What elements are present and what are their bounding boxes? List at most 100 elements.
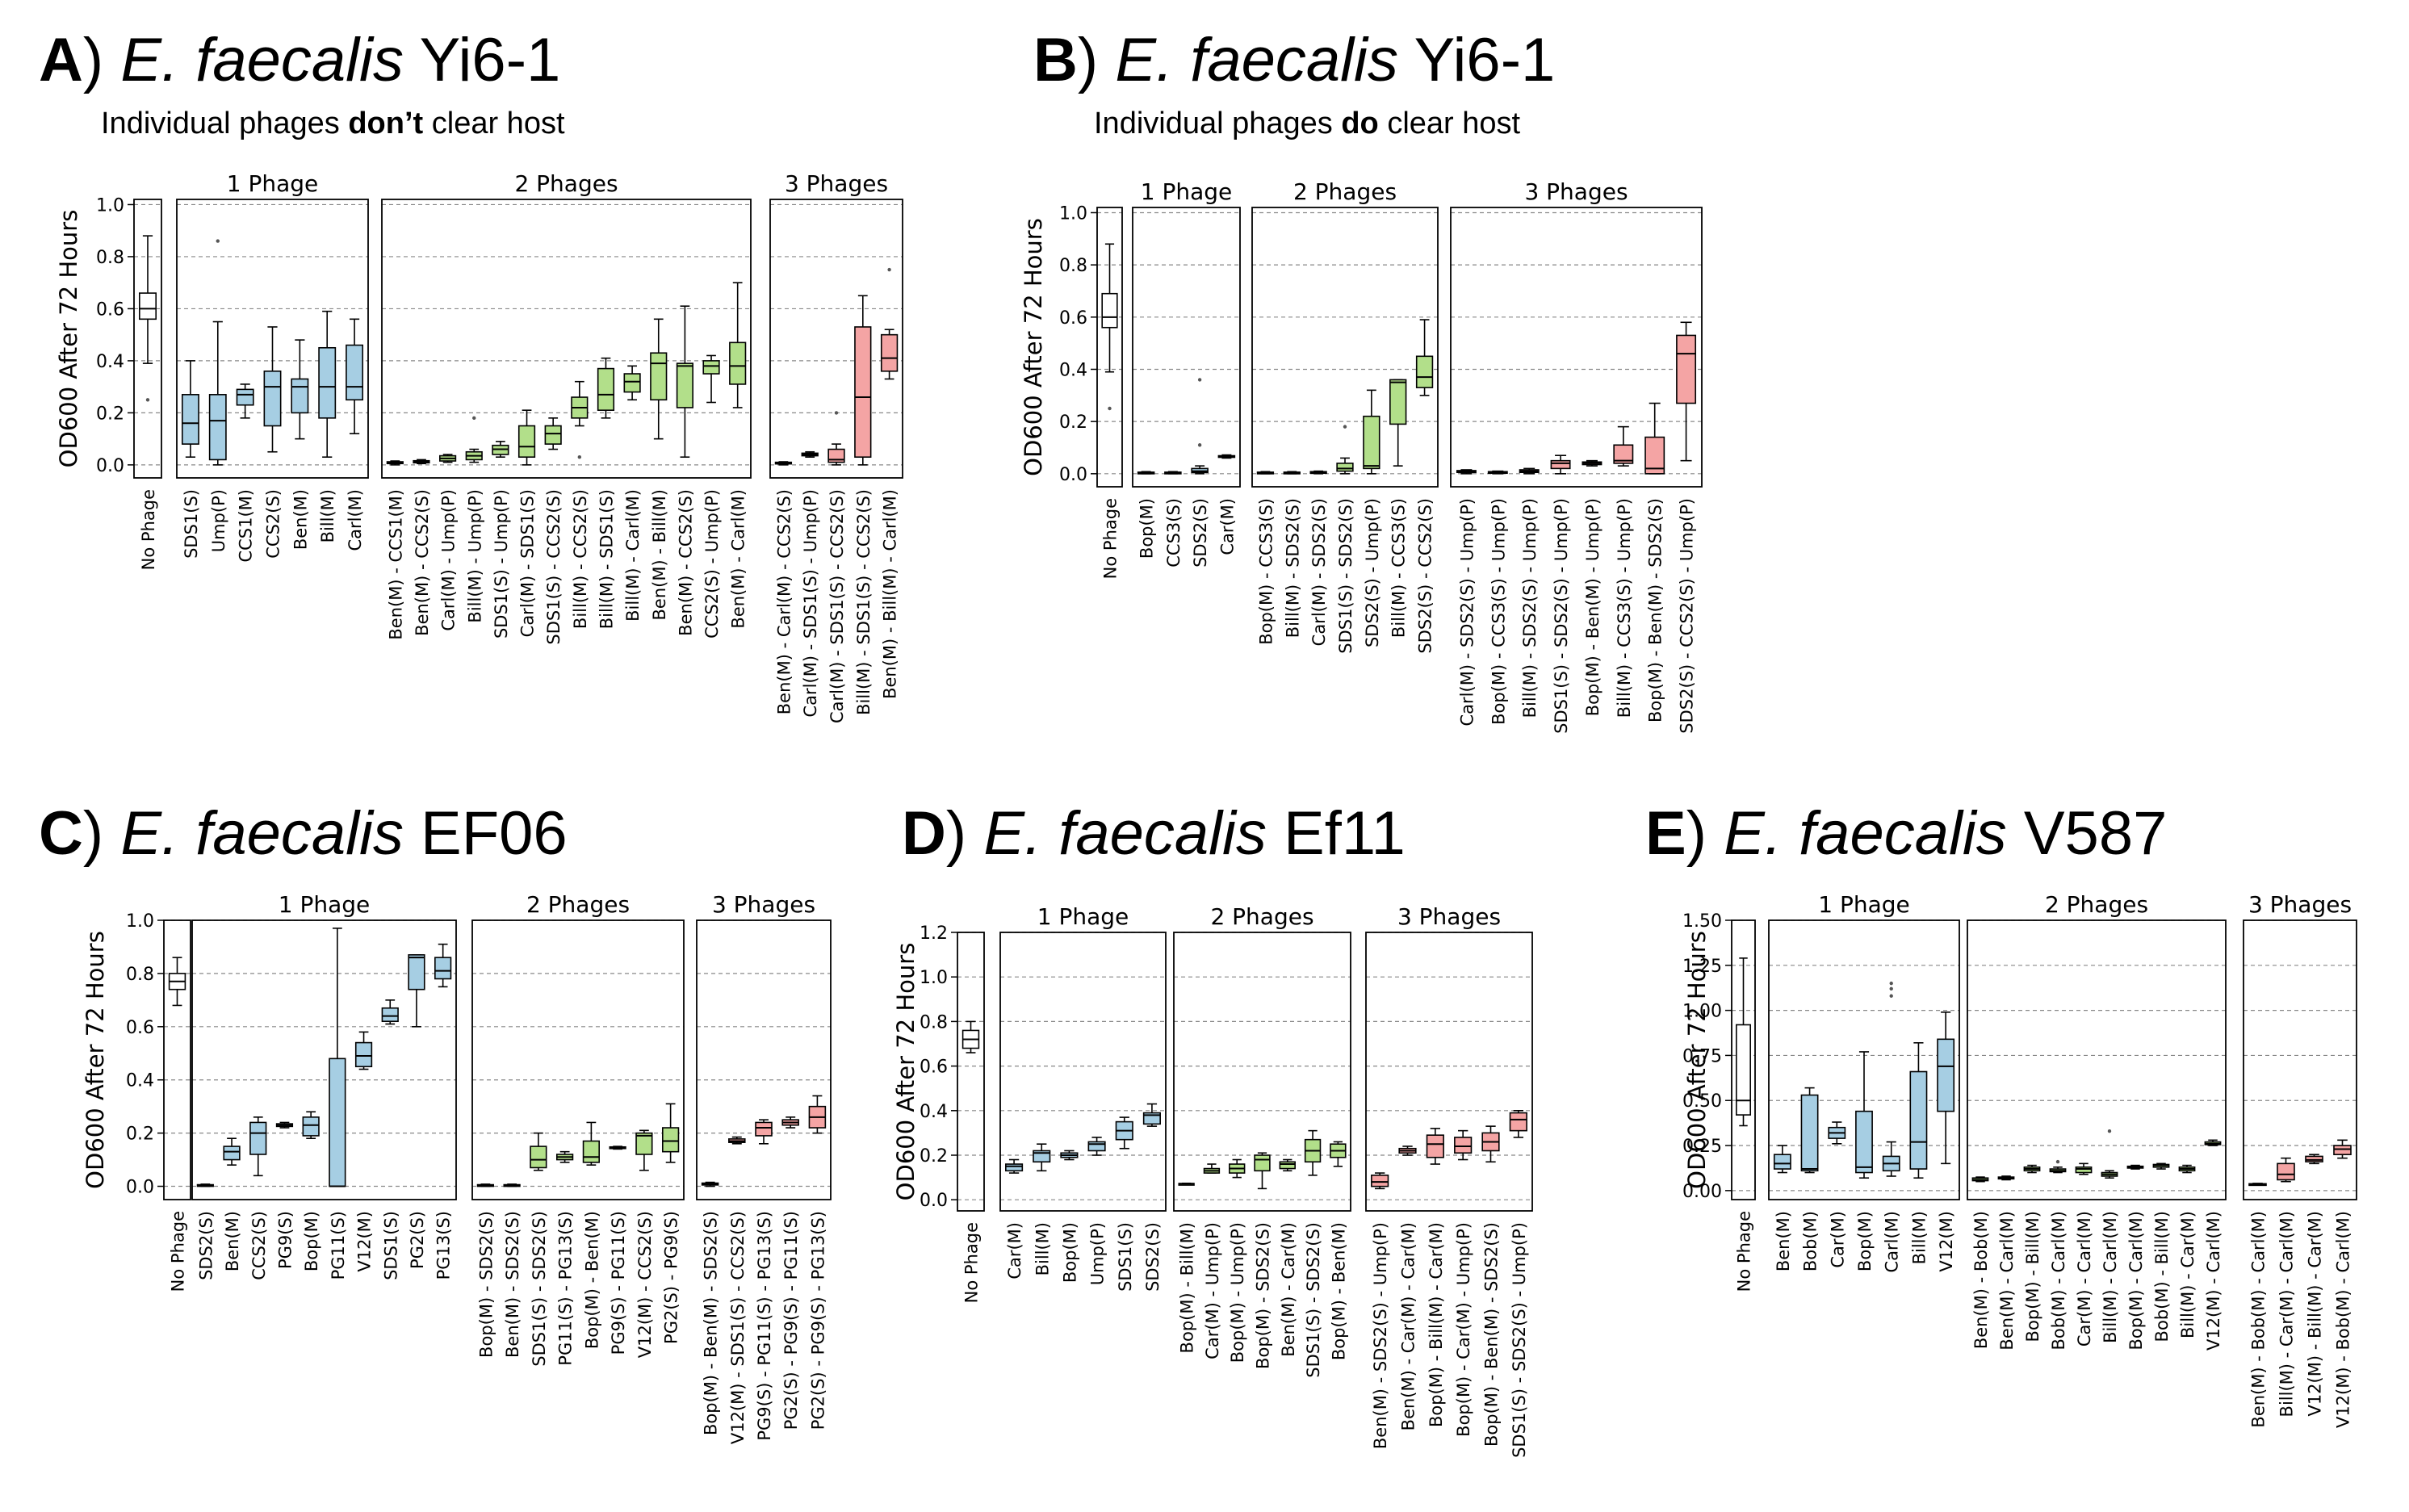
panel-E: E) E. faecalis V587 OD600 After 72 Hours0… bbox=[1645, 799, 2357, 1428]
x-tick-label: Ump(P) bbox=[1088, 1222, 1108, 1285]
box-no-phage: No Phage bbox=[139, 235, 158, 570]
x-tick-label: SDS1(S) - SDS2(S) - Ump(P) bbox=[1510, 1222, 1529, 1458]
x-tick-label: Carl(M) - SDS1(S) bbox=[518, 489, 538, 637]
box-iqr bbox=[263, 371, 282, 427]
box-car-m: Car(M) bbox=[1217, 454, 1237, 555]
axes-2-phages: 2 Phages Bop(M) - CCS3(S) Bill(M) - SDS2(S… bbox=[1251, 178, 1439, 654]
box-iqr bbox=[1676, 334, 1697, 404]
box-iqr bbox=[1101, 292, 1118, 329]
box-sds1-s-sds2-s-ump-p: SDS1(S) - SDS2(S) - Ump(P) bbox=[1509, 1110, 1529, 1458]
panel-letter: A bbox=[39, 26, 83, 94]
box-bill-m-sds2-s: Bill(M) - SDS2(S) bbox=[1283, 471, 1302, 638]
outlier-point bbox=[834, 411, 839, 415]
x-tick-label: Bill(M) bbox=[1909, 1211, 1929, 1264]
box-iqr bbox=[517, 425, 536, 459]
box-bill-m-sds2-s-ump-p: Bill(M) - SDS2(S) - Ump(P) bbox=[1519, 467, 1540, 718]
x-tick-label: Bop(M) - Ben(M) bbox=[582, 1211, 601, 1349]
box-v12-m-bill-m-car-m: V12(M) - Bill(M) - Car(M) bbox=[2305, 1154, 2325, 1417]
panel-letter: D bbox=[902, 799, 946, 868]
outlier-point bbox=[887, 267, 891, 272]
box-v12-m-bob-m-carl-m: V12(M) - Bob(M) - Carl(M) bbox=[2333, 1139, 2353, 1428]
x-tick-label: Bill(M) - Ump(P) bbox=[465, 489, 484, 623]
x-tick-label: SDS1(S) - SDS2(S) - Ump(P) bbox=[1552, 498, 1571, 734]
x-tick-label: Bill(M) - CCS2(S) bbox=[571, 489, 590, 629]
box-iqr bbox=[1613, 444, 1634, 464]
box-iqr bbox=[1937, 1038, 1955, 1112]
box-sds1-s-ump-p: SDS1(S) - Ump(P) bbox=[492, 441, 511, 639]
box-bill-m-ump-p: Bill(M) - Ump(P) bbox=[465, 416, 484, 623]
box-iqr bbox=[623, 373, 641, 393]
axes-2-phages: 2 Phages Bop(M) - SDS2(S) Ben(M) - SDS2(S)… bbox=[471, 891, 685, 1367]
box-bop-m-ben-m: Bop(M) - Ben(M) bbox=[1329, 1141, 1348, 1360]
box-iqr bbox=[346, 344, 364, 401]
panel-letter: C bbox=[39, 799, 83, 868]
axes-frame bbox=[381, 199, 752, 479]
panel-paren: ) bbox=[1686, 799, 1724, 868]
box-iqr bbox=[1426, 1134, 1444, 1158]
box-iqr bbox=[597, 367, 615, 411]
box-carl-m-sds1-s-ump-p: Carl(M) - SDS1(S) - Ump(P) bbox=[801, 450, 820, 717]
x-tick-label: PG2(S) - PG9(S) - PG13(S) bbox=[808, 1211, 827, 1430]
x-tick-label: Bill(M) - Car(M) - Carl(M) bbox=[2277, 1211, 2297, 1417]
box-iqr bbox=[1336, 463, 1354, 472]
panel-C: C) E. faecalis EF06 OD600 After 72 Hours 0… bbox=[39, 799, 832, 1444]
axes-frame bbox=[1132, 207, 1241, 488]
outlier-point bbox=[2055, 1159, 2060, 1164]
panel-paren: ) bbox=[946, 799, 983, 868]
box-iqr bbox=[1254, 1154, 1271, 1172]
x-tick-label: V12(M) - SDS1(S) - CCS2(S) bbox=[728, 1211, 748, 1444]
axes-frame bbox=[999, 932, 1167, 1212]
axes-frame bbox=[1365, 932, 1533, 1212]
panel-paren: ) bbox=[83, 26, 120, 94]
box-sds2-s-ccs2-s: SDS2(S) - CCS2(S) bbox=[1416, 319, 1435, 654]
x-tick-label: SDS1(S) bbox=[182, 489, 201, 559]
box-iqr bbox=[291, 378, 309, 414]
group-title: 2 Phages bbox=[1210, 903, 1313, 930]
box-iqr bbox=[381, 1007, 399, 1023]
x-tick-label: Carl(M) - SDS2(S) bbox=[1309, 498, 1329, 646]
box-sds1-s: SDS1(S) bbox=[182, 360, 201, 559]
x-tick-label: Bop(M) - Bill(M) - Car(M) bbox=[1427, 1222, 1446, 1427]
panel-strain: E. faecalis bbox=[120, 26, 404, 94]
x-tick-label: V12(M) bbox=[355, 1211, 375, 1272]
x-tick-label: PG2(S) - PG9(S) bbox=[662, 1211, 681, 1344]
box-ccs2-s: CCS2(S) bbox=[249, 1116, 269, 1280]
box-ben-m-carl-m: Ben(M) - Carl(M) bbox=[1997, 1175, 2017, 1351]
x-tick-label: Ben(M) - Carl(M) bbox=[1997, 1211, 2017, 1351]
y-tick-label: 0.2 bbox=[920, 1146, 948, 1166]
x-tick-label: Carl(M) - Ump(P) bbox=[439, 489, 459, 631]
box-bill-m-car-m-carl-m: Bill(M) - Car(M) - Carl(M) bbox=[2277, 1157, 2297, 1417]
box-iqr bbox=[729, 341, 747, 385]
box-bop-m-bill-m: Bop(M) - Bill(M) bbox=[1178, 1182, 1197, 1353]
x-tick-label: Car(M) bbox=[1217, 498, 1237, 555]
box-iqr bbox=[1773, 1154, 1791, 1170]
y-tick-label: 0.4 bbox=[96, 352, 124, 372]
y-axis-label: OD600 After 72 Hours bbox=[82, 931, 109, 1189]
y-axis-label: OD600 After 72 Hours bbox=[1020, 218, 1047, 476]
x-tick-label: Ben(M) - SDS2(S) - Ump(P) bbox=[1371, 1222, 1390, 1449]
box-iqr bbox=[1087, 1141, 1106, 1152]
x-tick-label: CCS3(S) bbox=[1164, 498, 1184, 568]
x-tick-label: No Phage bbox=[139, 489, 158, 570]
box-bob-m-carl-m: Bob(M) - Carl(M) bbox=[2049, 1159, 2068, 1351]
x-tick-label: Ben(M) - CCS1(M) bbox=[386, 489, 405, 640]
y-tick-label: 1.50 bbox=[1682, 911, 1722, 932]
y-tick-label: 0.6 bbox=[96, 299, 124, 320]
axes-frame bbox=[1251, 207, 1439, 488]
box-iqr bbox=[635, 1132, 653, 1155]
box-no-phage: No Phage bbox=[169, 957, 188, 1292]
axes-frame bbox=[1967, 919, 2227, 1200]
box-sds1-s-sds2-s: SDS1(S) - SDS2(S) bbox=[1304, 1129, 1323, 1378]
x-tick-label: Carl(M) bbox=[346, 489, 365, 551]
x-tick-label: Bill(M) - CCS3(S) - Ump(P) bbox=[1615, 498, 1634, 718]
box-iqr bbox=[302, 1116, 320, 1137]
panel-subtitle: Individual phages don’t clear host bbox=[101, 107, 565, 140]
y-tick-label: 0.8 bbox=[1059, 256, 1087, 276]
outlier-point bbox=[1889, 981, 1893, 986]
box-bill-m-sds1-s-ccs2-s: Bill(M) - SDS1(S) - CCS2(S) bbox=[854, 295, 874, 715]
x-tick-label: Ben(M) bbox=[291, 489, 310, 550]
box-sds2-s: SDS2(S) bbox=[1142, 1103, 1163, 1292]
box-bop-m-carl-m: Bop(M) - Carl(M) bbox=[2126, 1164, 2146, 1351]
y-tick-label: 1.0 bbox=[126, 911, 154, 932]
